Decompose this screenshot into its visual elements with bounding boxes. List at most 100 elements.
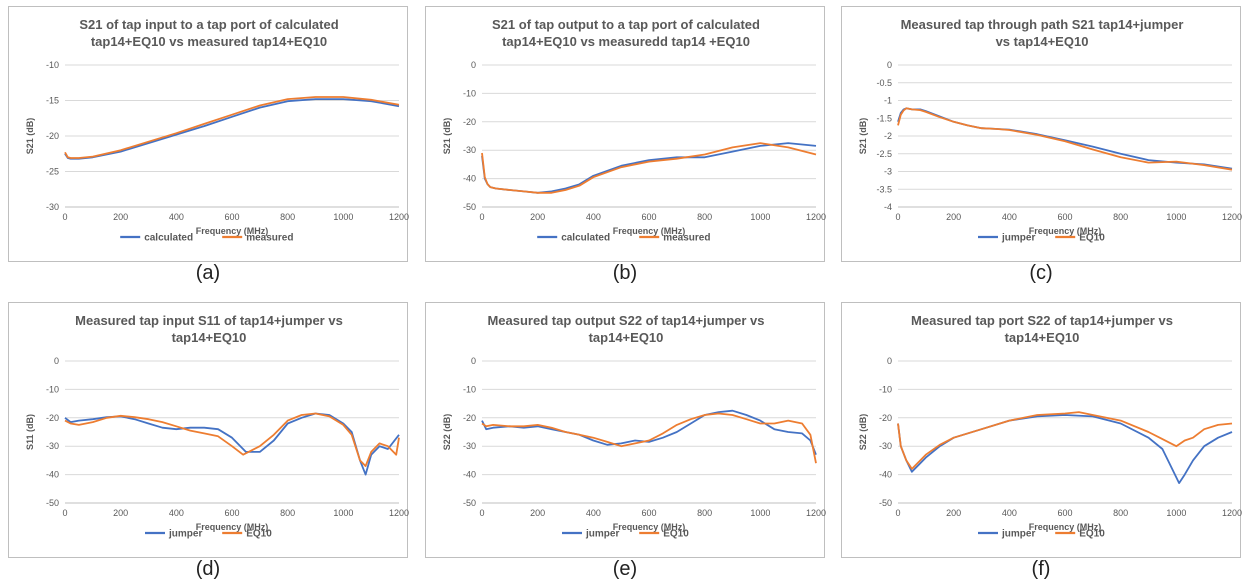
series-line-eq10: [64, 412, 400, 468]
y-tick-label: -20: [46, 131, 59, 141]
x-tick-label: 0: [479, 212, 484, 222]
x-tick-label: 1200: [1222, 508, 1242, 518]
x-axis-label: Frequency (MHz): [196, 226, 269, 236]
legend-label: calculated: [561, 233, 610, 244]
series-line-eq10: [897, 411, 1233, 470]
x-tick-label: 0: [62, 508, 67, 518]
chart-title-line: Measured tap port S22 of tap14+jumper vs: [911, 313, 1173, 328]
y-tick-label: -10: [879, 384, 892, 394]
x-tick-label: 800: [697, 508, 712, 518]
x-tick-label: 1000: [750, 212, 770, 222]
y-tick-label: 0: [887, 60, 892, 70]
legend-label: measured: [663, 233, 710, 244]
x-tick-label: 200: [946, 212, 961, 222]
x-tick-label: 800: [280, 508, 295, 518]
x-axis-label: Frequency (MHz): [196, 522, 269, 532]
series-line-jumper: [481, 409, 817, 456]
series-line-eq10: [897, 107, 1233, 171]
x-tick-label: 600: [1057, 212, 1072, 222]
y-tick-label: -15: [46, 96, 59, 106]
chart-b: S21 of tap output to a tap port of calcu…: [442, 17, 826, 244]
x-tick-label: 1200: [389, 212, 409, 222]
x-tick-label: 1000: [1166, 212, 1186, 222]
chart-title-line: Measured tap through path S21 tap14+jump…: [901, 17, 1184, 32]
panel-label-c: (c): [1029, 262, 1053, 284]
y-tick-label: 0: [887, 356, 892, 366]
x-tick-label: 1200: [1222, 212, 1242, 222]
y-tick-label: -25: [46, 167, 59, 177]
y-tick-label: -40: [46, 470, 59, 480]
x-tick-label: 400: [586, 212, 601, 222]
series-line-jumper: [897, 414, 1233, 485]
x-tick-label: 0: [62, 212, 67, 222]
chart-d: Measured tap input S11 of tap14+jumper v…: [25, 313, 409, 540]
x-tick-label: 1000: [750, 508, 770, 518]
panel-label-e: (e): [612, 558, 638, 580]
y-tick-label: -50: [463, 202, 476, 212]
y-tick-label: -30: [463, 145, 476, 155]
y-tick-label: -10: [46, 60, 59, 70]
legend-label: EQ10: [246, 529, 272, 540]
x-tick-label: 200: [113, 212, 128, 222]
y-tick-label: -10: [463, 88, 476, 98]
chart-title-line: tap14+EQ10 vs measuredd tap14 +EQ10: [502, 34, 750, 49]
chart-panel-d: Measured tap input S11 of tap14+jumper v…: [8, 302, 409, 558]
legend-label: jumper: [168, 529, 202, 540]
x-axis-label: Frequency (MHz): [1029, 226, 1102, 236]
chart-title-line: vs tap14+EQ10: [996, 34, 1089, 49]
chart-panel-e: Measured tap output S22 of tap14+jumper …: [425, 302, 826, 558]
x-tick-label: 0: [895, 212, 900, 222]
chart-title-line: tap14+EQ10: [589, 330, 664, 345]
x-tick-label: 0: [479, 508, 484, 518]
x-tick-label: 200: [530, 212, 545, 222]
x-tick-label: 1200: [806, 212, 826, 222]
x-tick-label: 400: [1002, 508, 1017, 518]
chart-title-line: tap14+EQ10 vs measured tap14+EQ10: [91, 34, 327, 49]
y-tick-label: 0: [54, 356, 59, 366]
y-axis-label: S11 (dB): [25, 414, 35, 450]
legend-label: EQ10: [1079, 529, 1105, 540]
x-tick-label: 600: [641, 508, 656, 518]
y-axis-label: S22 (dB): [858, 414, 868, 451]
y-tick-label: -40: [879, 470, 892, 480]
y-axis-label: S21 (dB): [442, 118, 452, 155]
y-tick-label: -1: [884, 96, 892, 106]
x-tick-label: 1200: [389, 508, 409, 518]
y-tick-label: -50: [879, 498, 892, 508]
y-axis-label: S21 (dB): [858, 118, 868, 155]
chart-a: S21 of tap input to a tap port of calcul…: [25, 17, 409, 244]
y-tick-label: 0: [471, 60, 476, 70]
x-tick-label: 1000: [333, 212, 353, 222]
y-tick-label: -2.5: [876, 149, 892, 159]
x-tick-label: 600: [224, 508, 239, 518]
y-axis-label: S22 (dB): [442, 414, 452, 451]
y-tick-label: -4: [884, 202, 892, 212]
chart-title-line: tap14+EQ10: [172, 330, 247, 345]
y-tick-label: -30: [879, 441, 892, 451]
y-tick-label: -30: [46, 441, 59, 451]
chart-title-line: Measured tap input S11 of tap14+jumper v…: [75, 313, 343, 328]
chart-title-line: tap14+EQ10: [1005, 330, 1080, 345]
x-tick-label: 800: [1113, 508, 1128, 518]
y-tick-label: -50: [46, 498, 59, 508]
x-tick-label: 200: [946, 508, 961, 518]
panel-label-b: (b): [612, 262, 638, 284]
x-tick-label: 200: [113, 508, 128, 518]
y-tick-label: -0.5: [876, 78, 892, 88]
x-tick-label: 200: [530, 508, 545, 518]
x-tick-label: 800: [697, 212, 712, 222]
chart-title-line: Measured tap output S22 of tap14+jumper …: [487, 313, 764, 328]
x-tick-label: 400: [169, 212, 184, 222]
y-tick-label: -50: [463, 498, 476, 508]
x-tick-label: 400: [586, 508, 601, 518]
y-tick-label: -3.5: [876, 184, 892, 194]
x-axis-label: Frequency (MHz): [613, 522, 686, 532]
x-tick-label: 1200: [806, 508, 826, 518]
x-tick-label: 400: [1002, 212, 1017, 222]
x-tick-label: 600: [224, 212, 239, 222]
series-line-jumper: [64, 412, 400, 476]
legend-label: measured: [246, 233, 293, 244]
y-tick-label: -30: [463, 441, 476, 451]
series-line-eq10: [481, 412, 817, 464]
legend-label: calculated: [144, 233, 193, 244]
